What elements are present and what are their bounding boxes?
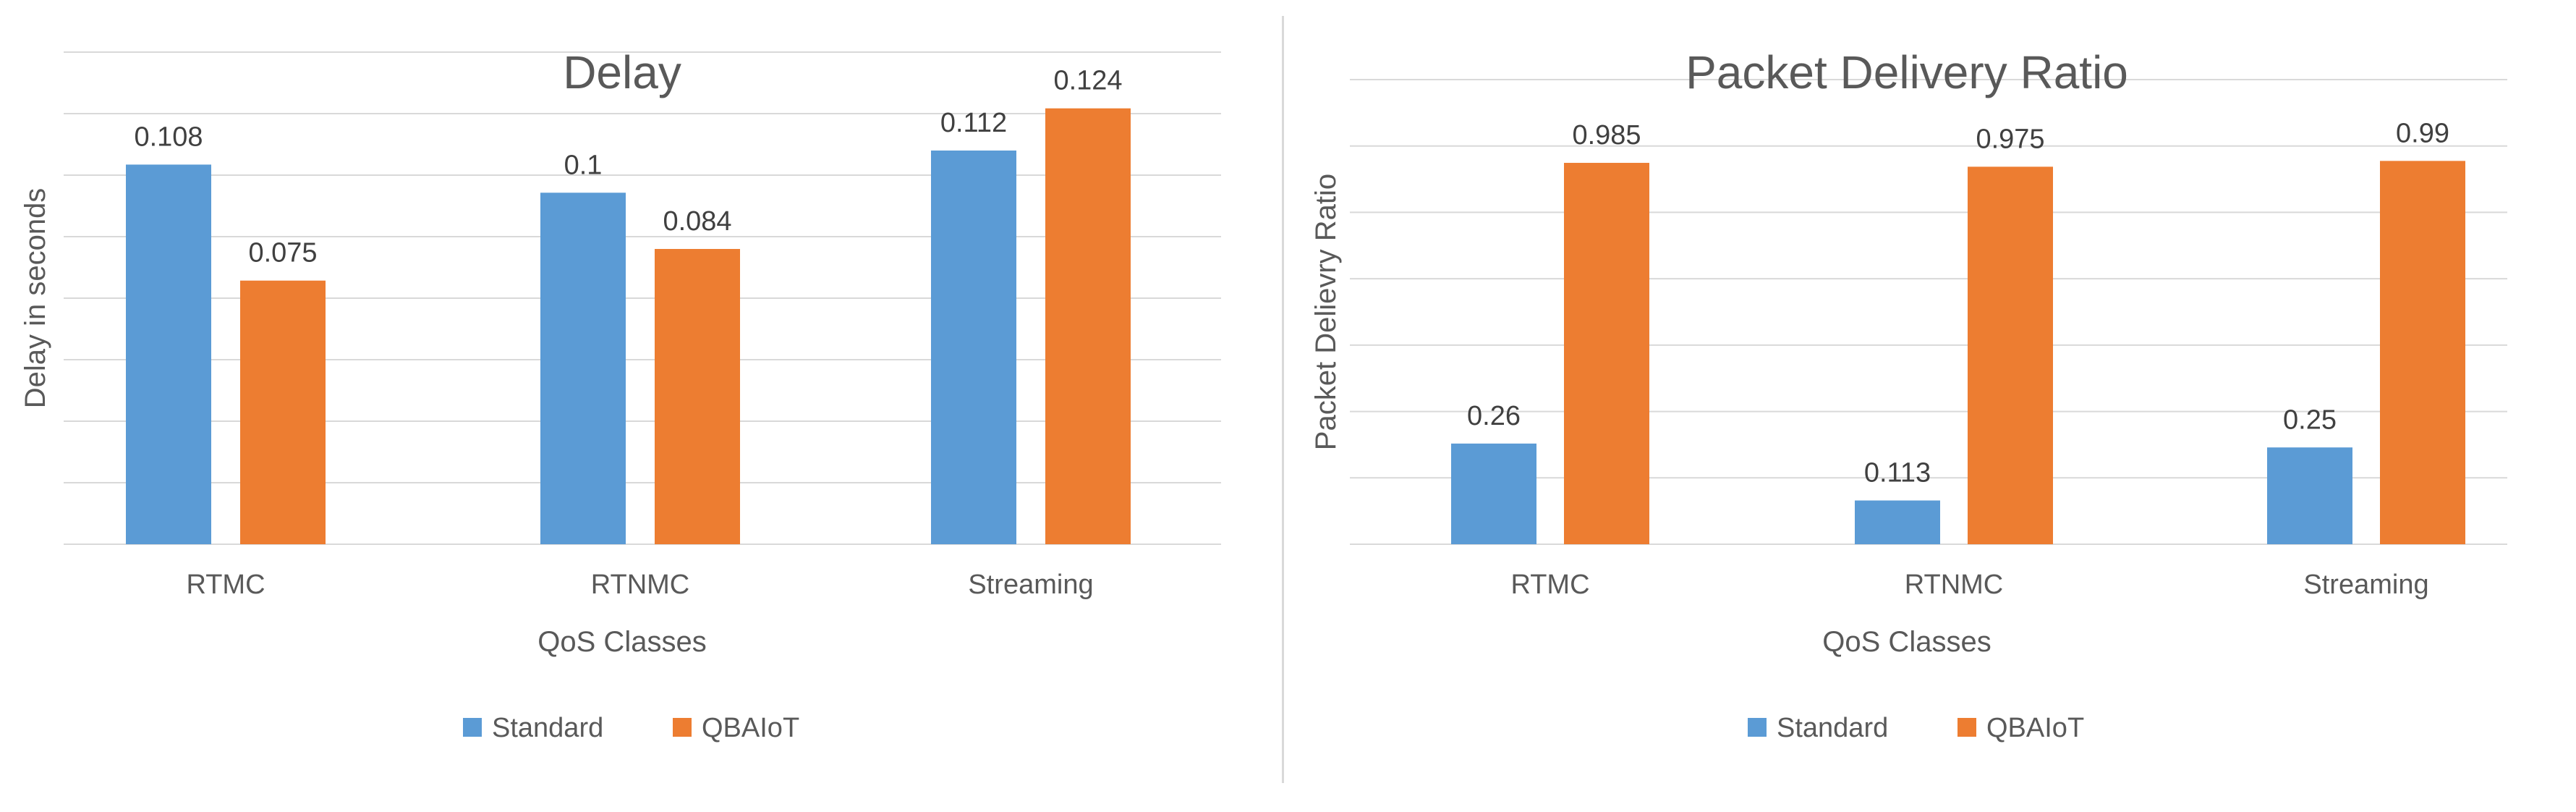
legend-label-standard: Standard (492, 713, 603, 743)
legend-label-standard: Standard (1777, 713, 1888, 743)
legend-label-qbaiot: QBAIoT (702, 713, 799, 743)
data-label: 0.084 (663, 206, 731, 237)
legend-swatch-standard (463, 718, 482, 737)
bar-qbaiot-rtmc (240, 280, 326, 544)
data-label: 0.112 (940, 108, 1007, 138)
data-label: 0.26 (1467, 401, 1521, 431)
bar-standard-rtmc (1451, 443, 1536, 544)
bar-standard-streaming (931, 151, 1016, 544)
chart-title: Packet Delivery Ratio (1686, 46, 2128, 98)
y-axis-title: Delay in seconds (20, 188, 51, 409)
data-label: 0.25 (2283, 405, 2337, 435)
y-axis-title: Packet Delievry Ratio (1310, 174, 1342, 450)
packet-delivery-ratio-chart: Packet Delivery Ratio Packet Delievry Rat… (1310, 46, 2507, 743)
x-tick-label: RTMC (1510, 570, 1589, 600)
data-label: 0.99 (2396, 118, 2449, 148)
legend-swatch-qbaiot (1957, 718, 1976, 737)
data-label: 0.1 (564, 150, 603, 180)
bar-qbaiot-rtnmc (1968, 166, 2053, 544)
x-tick-label: Streaming (968, 570, 1093, 600)
legend-swatch-standard (1748, 718, 1767, 737)
bar-qbaiot-streaming (1045, 108, 1131, 544)
legend-label-qbaiot: QBAIoT (1986, 713, 2084, 743)
bar-standard-rtnmc (1855, 500, 1940, 544)
bar-standard-rtmc (126, 164, 211, 544)
data-label: 0.124 (1053, 66, 1122, 96)
bar-standard-streaming (2267, 447, 2352, 544)
chart-title: Delay (563, 46, 681, 98)
bar-qbaiot-rtnmc (655, 249, 740, 544)
legend-swatch-qbaiot (673, 718, 692, 737)
x-tick-label: RTNMC (1905, 570, 2004, 600)
bar-standard-rtnmc (540, 193, 626, 544)
x-axis-title: QoS Classes (1822, 626, 1991, 658)
x-tick-label: RTMC (186, 570, 265, 600)
data-label: 0.075 (248, 238, 317, 268)
delay-chart: Delay Delay in seconds QoS Classes 0.108 0.0… (20, 46, 1221, 743)
x-tick-label: RTNMC (591, 570, 690, 600)
x-tick-label: Streaming (2303, 570, 2428, 600)
data-label: 0.108 (134, 122, 203, 152)
data-label: 0.975 (1976, 124, 2044, 154)
chart-divider (1282, 16, 1284, 783)
data-label: 0.985 (1572, 120, 1641, 151)
x-axis-title: QoS Classes (537, 626, 706, 658)
bar-qbaiot-streaming (2380, 161, 2465, 545)
data-label: 0.113 (1864, 458, 1931, 489)
bar-qbaiot-rtmc (1564, 163, 1649, 544)
